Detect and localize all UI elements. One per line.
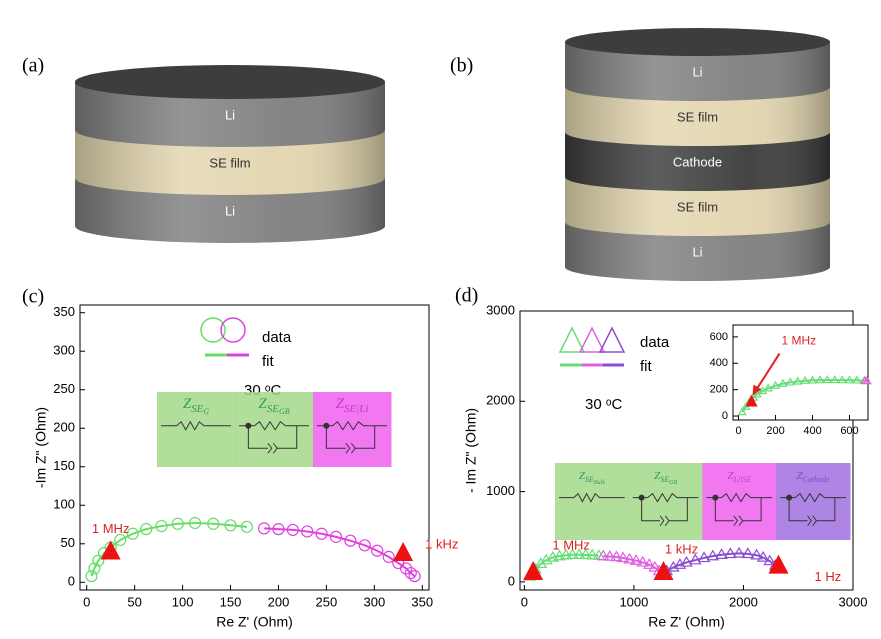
x-tick-label: 0	[735, 425, 741, 437]
y-tick-label: 250	[53, 381, 75, 396]
circuit-subsubscript: G	[203, 407, 209, 416]
frequency-marker	[101, 540, 121, 559]
y-tick-label: 2000	[486, 393, 515, 408]
legend-symbol	[600, 328, 624, 352]
circuit-subscript: SE|Li	[344, 403, 368, 415]
frequency-label: 1 MHz	[552, 537, 590, 552]
x-tick-label: 350	[411, 594, 433, 609]
circuit-subscript: SE	[191, 403, 204, 415]
x-tick-label: 2000	[729, 594, 758, 609]
x-tick-label: 200	[766, 425, 784, 437]
y-tick-label: 200	[710, 384, 728, 396]
legend-label: data	[262, 329, 292, 346]
x-tick-label: 3000	[839, 594, 868, 609]
layer-label: Cathode	[673, 154, 722, 169]
panel-label: (d)	[455, 285, 478, 307]
x-tick-label: 100	[172, 594, 194, 609]
x-tick-label: 1000	[619, 594, 648, 609]
layer-label: Li	[692, 244, 702, 259]
layer-label: SE film	[209, 156, 250, 171]
x-tick-label: 600	[840, 425, 858, 437]
cylinder-top	[75, 65, 385, 99]
x-axis-label: Re Z' (Ohm)	[648, 614, 725, 630]
legend-label: fit	[640, 358, 653, 375]
circuit-subscript: SE	[585, 475, 594, 484]
circuit-subsubscript: Bulk	[594, 480, 605, 486]
layer-label: Li	[692, 64, 702, 79]
x-tick-label: 150	[220, 594, 242, 609]
y-tick-label: 1000	[486, 483, 515, 498]
temperature: 30 ᵒC	[585, 396, 623, 413]
y-tick-label: 0	[508, 573, 515, 588]
y-tick-label: 200	[53, 420, 75, 435]
x-tick-label: 50	[127, 594, 141, 609]
layer-label: SE film	[677, 199, 718, 214]
circuit-subsubscript: GB	[279, 407, 290, 416]
x-tick-label: 300	[363, 594, 385, 609]
y-tick-label: 300	[53, 343, 75, 358]
y-tick-label: 3000	[486, 302, 515, 317]
circuit-subscript: SE	[660, 475, 669, 484]
legend-label: fit	[262, 353, 275, 370]
layer-label: SE film	[677, 109, 718, 124]
layer-label: Li	[225, 204, 235, 219]
page: (a) Li SE film Li (b) Li SE film Cathode SE film…	[0, 0, 881, 639]
frequency-label: 1 kHz	[425, 536, 458, 551]
frequency-marker	[393, 542, 413, 561]
y-tick-label: 50	[61, 535, 75, 550]
panel-label: (c)	[22, 286, 44, 308]
circuit-subscript: Li|SE	[733, 475, 752, 484]
x-tick-label: 400	[803, 425, 821, 437]
x-tick-label: 0	[83, 594, 90, 609]
layer-label: Li	[225, 108, 235, 123]
y-tick-label: 150	[53, 458, 75, 473]
x-tick-label: 200	[268, 594, 290, 609]
panel-label: (a)	[22, 55, 44, 77]
y-axis-label: - Im Z" (Ohm)	[463, 408, 479, 493]
legend-symbol	[580, 328, 604, 352]
frequency-label: 1 MHz	[92, 521, 130, 536]
y-tick-label: 100	[53, 497, 75, 512]
x-axis-label: Re Z' (Ohm)	[216, 614, 293, 630]
legend-symbol	[560, 328, 584, 352]
x-tick-label: 250	[316, 594, 338, 609]
y-axis-label: -Im Z" (Ohm)	[33, 407, 49, 488]
y-tick-label: 350	[53, 304, 75, 319]
x-tick-label: 0	[521, 594, 528, 609]
circuit-subsubscript: GB	[669, 480, 677, 486]
frequency-label: 1 Hz	[815, 569, 842, 584]
panel-label: (b)	[450, 55, 473, 77]
frequency-label: 1 kHz	[665, 541, 698, 556]
frequency-label: 1 MHz	[781, 334, 816, 348]
circuit-subscript: SE	[267, 403, 280, 415]
y-tick-label: 0	[722, 410, 728, 422]
legend-label: data	[640, 334, 670, 351]
circuit-subscript: Cathode	[803, 475, 831, 484]
y-tick-label: 400	[710, 357, 728, 369]
figure: (a) Li SE film Li (b) Li SE film Cathode SE film…	[0, 0, 881, 634]
cylinder-top	[565, 28, 830, 56]
y-tick-label: 0	[68, 574, 75, 589]
y-tick-label: 600	[710, 331, 728, 343]
